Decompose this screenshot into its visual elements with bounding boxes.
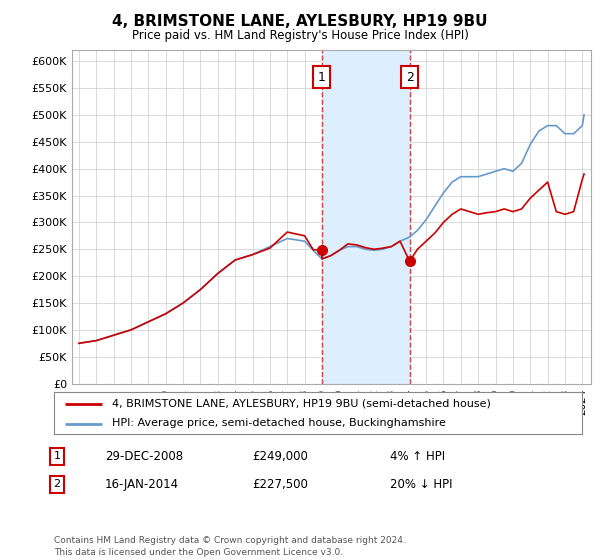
Text: 1: 1 (53, 451, 61, 461)
Text: 20% ↓ HPI: 20% ↓ HPI (390, 478, 452, 491)
Bar (322, 50, 410, 384)
Text: 1: 1 (318, 71, 326, 84)
Text: HPI: Average price, semi-detached house, Buckinghamshire: HPI: Average price, semi-detached house,… (112, 418, 446, 428)
Text: 2: 2 (53, 479, 61, 489)
Text: Contains HM Land Registry data © Crown copyright and database right 2024.
This d: Contains HM Land Registry data © Crown c… (54, 536, 406, 557)
Text: 29-DEC-2008: 29-DEC-2008 (105, 450, 183, 463)
Text: Price paid vs. HM Land Registry's House Price Index (HPI): Price paid vs. HM Land Registry's House … (131, 29, 469, 42)
Text: 4% ↑ HPI: 4% ↑ HPI (390, 450, 445, 463)
Text: £227,500: £227,500 (252, 478, 308, 491)
Text: £249,000: £249,000 (252, 450, 308, 463)
Text: 16-JAN-2014: 16-JAN-2014 (105, 478, 179, 491)
Text: 2: 2 (406, 71, 413, 84)
Text: 4, BRIMSTONE LANE, AYLESBURY, HP19 9BU: 4, BRIMSTONE LANE, AYLESBURY, HP19 9BU (112, 14, 488, 29)
Text: 4, BRIMSTONE LANE, AYLESBURY, HP19 9BU (semi-detached house): 4, BRIMSTONE LANE, AYLESBURY, HP19 9BU (… (112, 399, 491, 409)
